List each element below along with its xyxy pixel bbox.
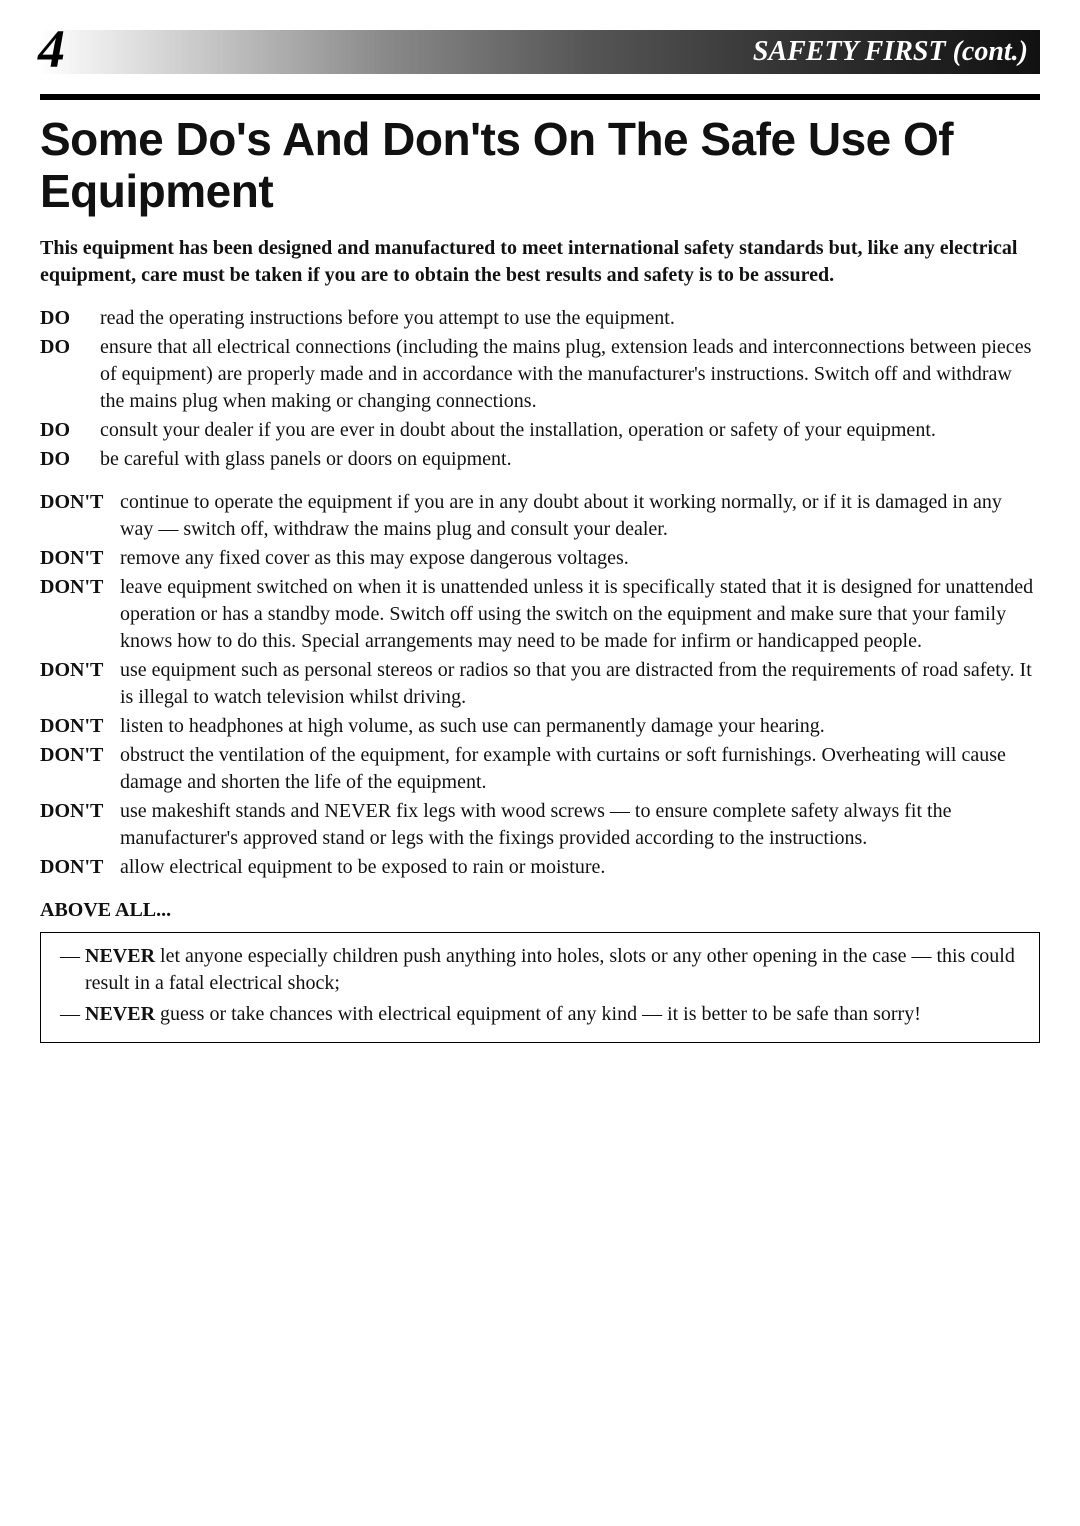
dont-list: DON'Tcontinue to operate the equipment i… — [40, 489, 1040, 881]
never-box: —NEVER let anyone especially children pu… — [40, 932, 1040, 1043]
dont-label: DON'T — [40, 713, 120, 740]
dont-text: listen to headphones at high volume, as … — [120, 713, 1040, 740]
dont-label: DON'T — [40, 657, 120, 684]
never-text: NEVER let anyone especially children pus… — [85, 943, 1025, 997]
dont-item: DON'Tallow electrical equipment to be ex… — [40, 854, 1040, 881]
never-item: —NEVER let anyone especially children pu… — [55, 943, 1025, 997]
do-list: DOread the operating instructions before… — [40, 305, 1040, 473]
dont-text: obstruct the ventilation of the equipmen… — [120, 742, 1040, 796]
do-text: read the operating instructions before y… — [100, 305, 1040, 332]
do-item: DObe careful with glass panels or doors … — [40, 446, 1040, 473]
dont-item: DON'Tremove any fixed cover as this may … — [40, 545, 1040, 572]
do-item: DOensure that all electrical connections… — [40, 334, 1040, 415]
dont-item: DON'Tuse equipment such as personal ster… — [40, 657, 1040, 711]
dont-label: DON'T — [40, 489, 120, 516]
do-label: DO — [40, 305, 100, 332]
dont-text: remove any fixed cover as this may expos… — [120, 545, 1040, 572]
dont-item: DON'Tleave equipment switched on when it… — [40, 574, 1040, 655]
never-item: —NEVER guess or take chances with electr… — [55, 1001, 1025, 1028]
dont-text: leave equipment switched on when it is u… — [120, 574, 1040, 655]
dont-item: DON'Tuse makeshift stands and NEVER fix … — [40, 798, 1040, 852]
do-text: ensure that all electrical connections (… — [100, 334, 1040, 415]
dont-text: use makeshift stands and NEVER fix legs … — [120, 798, 1040, 852]
page-title: Some Do's And Don'ts On The Safe Use Of … — [40, 114, 1040, 217]
dont-text: continue to operate the equipment if you… — [120, 489, 1040, 543]
dont-label: DON'T — [40, 574, 120, 601]
never-label: NEVER — [85, 1003, 155, 1025]
above-all-heading: ABOVE ALL... — [40, 899, 1040, 922]
do-text: consult your dealer if you are ever in d… — [100, 417, 1040, 444]
dont-text: allow electrical equipment to be exposed… — [120, 854, 1040, 881]
dont-label: DON'T — [40, 854, 120, 881]
do-label: DO — [40, 334, 100, 361]
dont-item: DON'Tlisten to headphones at high volume… — [40, 713, 1040, 740]
do-item: DOconsult your dealer if you are ever in… — [40, 417, 1040, 444]
dont-item: DON'Tcontinue to operate the equipment i… — [40, 489, 1040, 543]
dash-bullet: — — [55, 1001, 85, 1028]
do-item: DOread the operating instructions before… — [40, 305, 1040, 332]
divider-rule — [40, 94, 1040, 100]
dont-item: DON'Tobstruct the ventilation of the equ… — [40, 742, 1040, 796]
intro-paragraph: This equipment has been designed and man… — [40, 235, 1040, 289]
page-number: 4 — [38, 22, 65, 76]
section-title: SAFETY FIRST (cont.) — [753, 36, 1028, 68]
do-label: DO — [40, 446, 100, 473]
header-bar: 4 SAFETY FIRST (cont.) — [40, 30, 1040, 74]
do-label: DO — [40, 417, 100, 444]
never-text: NEVER guess or take chances with electri… — [85, 1001, 1025, 1028]
dash-bullet: — — [55, 943, 85, 970]
never-label: NEVER — [85, 945, 155, 967]
dont-text: use equipment such as personal stereos o… — [120, 657, 1040, 711]
dont-label: DON'T — [40, 798, 120, 825]
dont-label: DON'T — [40, 742, 120, 769]
do-text: be careful with glass panels or doors on… — [100, 446, 1040, 473]
dont-label: DON'T — [40, 545, 120, 572]
